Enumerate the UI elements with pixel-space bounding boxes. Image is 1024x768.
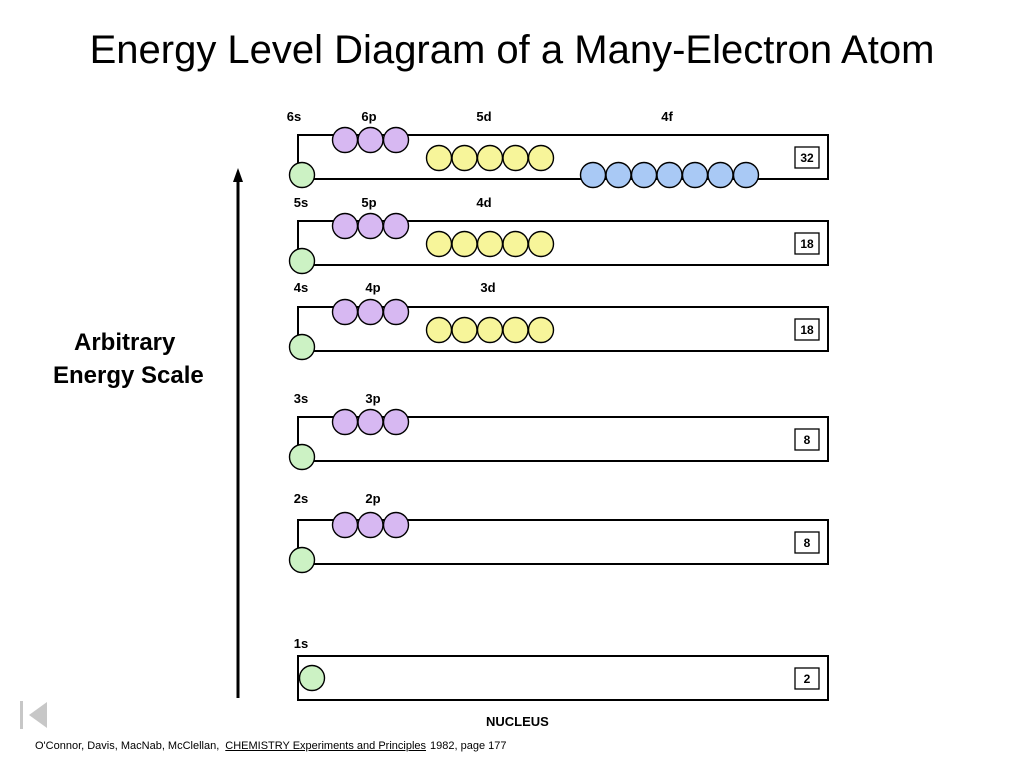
- sublevel-label-4d: 4d: [476, 195, 491, 210]
- capacity-badge: [794, 318, 820, 341]
- orbital-6s: [288, 161, 316, 189]
- orbital-5d: [425, 144, 453, 172]
- citation: O'Connor, Davis, MacNab, McClellan, CHEMI…: [35, 740, 506, 752]
- orbital-4p: [357, 298, 384, 326]
- first-slide-nav-icon[interactable]: [18, 700, 50, 730]
- sublevel-label-2s: 2s: [294, 491, 308, 506]
- level-box: [297, 416, 829, 462]
- capacity-value: 18: [800, 237, 814, 251]
- orbital-4d: [476, 230, 504, 258]
- level-box: [297, 220, 829, 266]
- citation-details: 1982, page 177: [430, 740, 507, 752]
- orbital-3d: [476, 316, 504, 344]
- capacity-value: 2: [804, 672, 811, 686]
- level-box: [297, 655, 829, 701]
- orbital-4d: [527, 230, 555, 258]
- orbital-6p: [331, 126, 359, 154]
- energy-level-3: 8 3s 3p: [288, 391, 829, 471]
- capacity-badge: [794, 531, 820, 554]
- orbital-5p: [331, 212, 359, 240]
- orbital-4f: [630, 161, 658, 189]
- orbital-3d: [425, 316, 453, 344]
- energy-level-1: 2 1s: [294, 636, 829, 701]
- axis-label: Arbitrary Energy Scale: [53, 326, 204, 392]
- orbital-6p: [382, 126, 410, 154]
- orbital-3s: [288, 443, 316, 471]
- level-box: [297, 134, 829, 180]
- citation-book: CHEMISTRY Experiments and Principles: [225, 740, 427, 752]
- citation-authors: O'Connor, Davis, MacNab, McClellan,: [35, 740, 220, 752]
- orbital-2p: [382, 511, 410, 539]
- axis-label-line2: Energy Scale: [53, 362, 204, 389]
- orbital-4f: [605, 161, 632, 189]
- orbital-1s: [298, 664, 326, 692]
- orbital-3d: [527, 316, 555, 344]
- capacity-badge: [794, 146, 820, 169]
- orbital-4d: [425, 230, 453, 258]
- axis-label-line1: Arbitrary: [74, 329, 176, 356]
- orbital-4p: [331, 298, 359, 326]
- orbital-3p: [331, 408, 359, 436]
- capacity-value: 18: [800, 323, 814, 337]
- sublevel-label-5s: 5s: [294, 195, 308, 210]
- orbital-4s: [288, 333, 316, 361]
- orbital-5d: [502, 144, 529, 172]
- nucleus-label: NUCLEUS: [486, 714, 549, 729]
- sublevel-label-3d: 3d: [480, 280, 495, 295]
- orbital-5d: [527, 144, 555, 172]
- orbital-2p: [357, 511, 384, 539]
- energy-level-5: 18 5s 5p 4d: [288, 195, 829, 275]
- energy-level-2: 8 2s 2p: [288, 491, 829, 574]
- orbital-3p: [382, 408, 410, 436]
- orbital-6p: [357, 126, 384, 154]
- energy-axis-arrowhead: [233, 168, 243, 182]
- sublevel-label-2p: 2p: [365, 491, 380, 506]
- sublevel-label-3p: 3p: [365, 391, 380, 406]
- orbital-4d: [451, 230, 478, 258]
- orbital-4f: [707, 161, 734, 189]
- capacity-badge: [794, 232, 820, 255]
- orbital-3d: [502, 316, 529, 344]
- sublevel-label-4s: 4s: [294, 280, 308, 295]
- orbital-5d: [476, 144, 504, 172]
- capacity-value: 8: [804, 536, 811, 550]
- capacity-badge: [794, 428, 820, 451]
- sublevel-label-4f: 4f: [661, 109, 673, 124]
- sublevel-label-4p: 4p: [365, 280, 380, 295]
- sublevel-label-6p: 6p: [361, 109, 376, 124]
- capacity-badge: [794, 667, 820, 690]
- orbital-3p: [357, 408, 384, 436]
- orbital-2s: [288, 546, 316, 574]
- orbital-5s: [288, 247, 316, 275]
- orbital-4f: [732, 161, 760, 189]
- sublevel-label-5d: 5d: [476, 109, 491, 124]
- level-box: [297, 519, 829, 565]
- orbital-4f: [579, 161, 607, 189]
- orbital-2p: [331, 511, 359, 539]
- energy-level-4: 18 4s 4p 3d: [288, 280, 829, 361]
- orbital-4f: [656, 161, 683, 189]
- sublevel-label-6s: 6s: [287, 109, 301, 124]
- level-box: [297, 306, 829, 352]
- orbital-5p: [357, 212, 384, 240]
- orbital-4d: [502, 230, 529, 258]
- page-title: Energy Level Diagram of a Many-Electron …: [89, 28, 935, 72]
- sublevel-label-5p: 5p: [361, 195, 376, 210]
- orbital-3d: [451, 316, 478, 344]
- orbital-4f: [681, 161, 709, 189]
- sublevel-label-1s: 1s: [294, 636, 308, 651]
- levels-group: 32 6s 6p 5d 4f 18 5s 5p 4d 18 4s 4p 3d 8 3s 3p 8 2s 2p 2 1s: [287, 109, 829, 701]
- orbital-4p: [382, 298, 410, 326]
- sublevel-label-3s: 3s: [294, 391, 308, 406]
- capacity-value: 8: [804, 433, 811, 447]
- orbital-5p: [382, 212, 410, 240]
- energy-level-6: 32 6s 6p 5d 4f: [287, 109, 829, 189]
- orbital-5d: [451, 144, 478, 172]
- capacity-value: 32: [800, 151, 814, 165]
